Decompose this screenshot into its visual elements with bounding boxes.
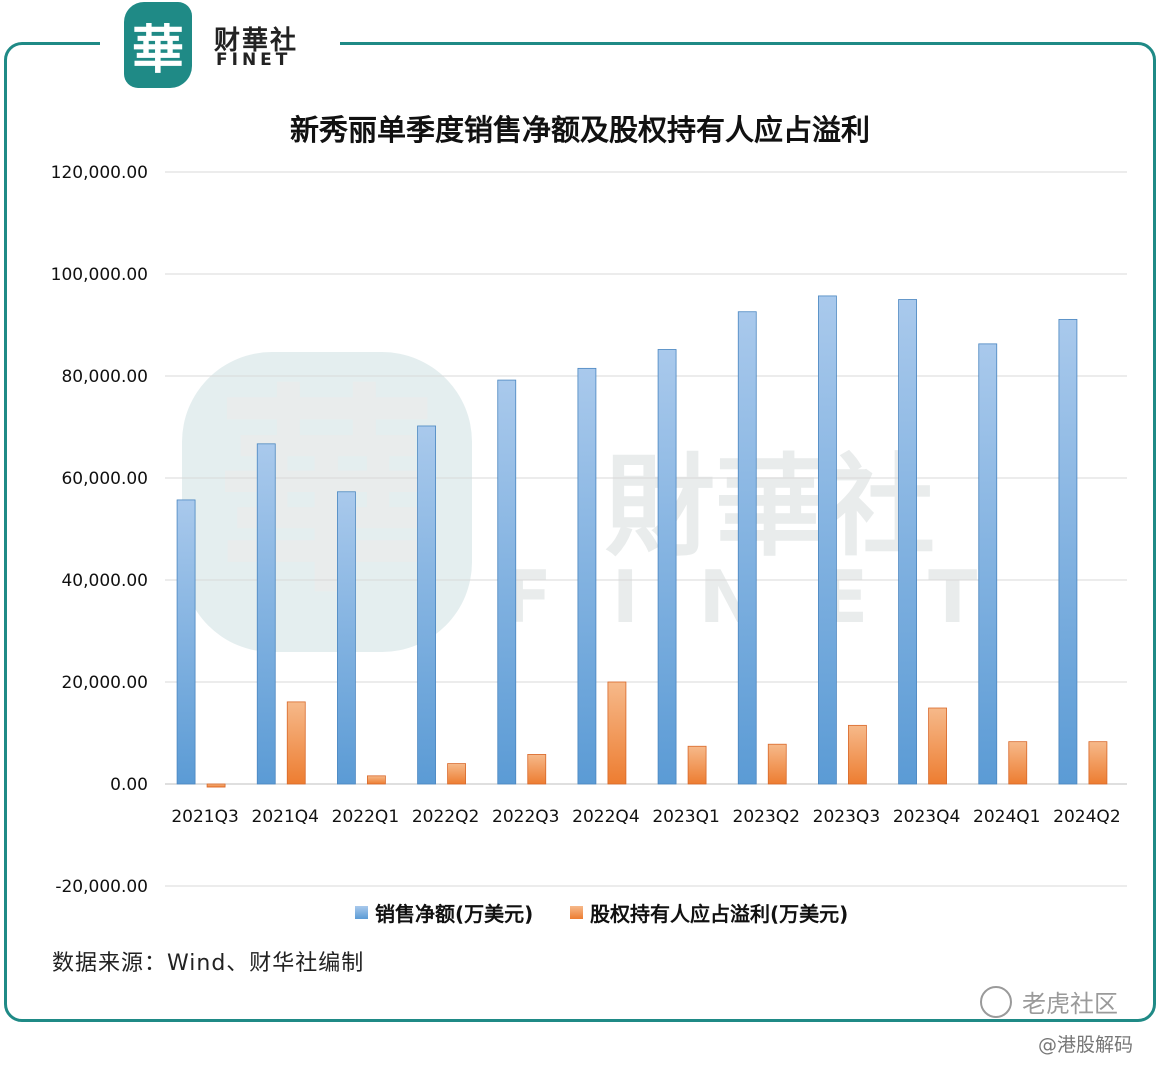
bar-net-sales <box>256 443 276 785</box>
legend: 销售净额(万美元) 股权持有人应占溢利(万美元) <box>355 902 848 926</box>
x-tick-label: 2023Q3 <box>813 807 880 827</box>
bar-profit <box>928 707 947 785</box>
watermark-logo-shape <box>182 352 472 652</box>
logo-chinese-name: 财華社 <box>214 26 299 56</box>
y-tick-label: 120,000.00 <box>51 163 148 183</box>
tiger-community-icon <box>980 985 1012 1018</box>
bar-profit <box>1008 741 1028 785</box>
bar-profit <box>527 754 547 785</box>
y-tick-label: 20,000.00 <box>61 673 148 693</box>
bar-net-sales <box>337 491 356 785</box>
logo-english-name: FINET <box>216 50 292 70</box>
bar-net-sales <box>818 295 837 785</box>
x-tick-label: 2023Q4 <box>893 807 960 827</box>
x-tick-label: 2023Q1 <box>652 807 719 827</box>
bar-net-sales <box>577 367 597 785</box>
bar-profit <box>1088 741 1108 785</box>
y-tick-label: 60,000.00 <box>61 469 148 489</box>
y-tick-label: -20,000.00 <box>55 877 148 897</box>
legend-swatch <box>355 906 368 919</box>
corner-handle: @港股解码 <box>1038 1034 1134 1056</box>
bar-net-sales <box>417 425 436 785</box>
bar-net-sales <box>176 499 196 785</box>
chart-frame <box>4 42 1156 1022</box>
finet-logo-icon: 華 <box>124 2 192 88</box>
watermark-chinese-name: 財華社 <box>605 443 935 571</box>
bar-profit <box>767 743 787 785</box>
corner-brand: 老虎社区 <box>980 984 1118 1019</box>
bar-net-sales <box>657 349 677 785</box>
x-tick-label: 2022Q3 <box>492 807 559 827</box>
x-tick-label: 2023Q2 <box>733 807 800 827</box>
y-tick-label: 80,000.00 <box>61 367 148 387</box>
bar-profit <box>848 724 867 785</box>
x-tick-label: 2022Q4 <box>572 807 639 827</box>
bar-profit <box>447 763 466 785</box>
legend-swatch <box>570 906 583 919</box>
bar-net-sales <box>737 311 757 785</box>
chart-title: 新秀丽单季度销售净额及股权持有人应占溢利 <box>290 113 870 147</box>
y-tick-label: 100,000.00 <box>51 265 148 285</box>
bar-net-sales <box>1058 318 1078 785</box>
bar-profit <box>607 681 627 785</box>
gridlines <box>165 171 1127 887</box>
bar-net-sales <box>898 299 917 785</box>
x-tick-label: 2021Q4 <box>252 807 319 827</box>
bars <box>176 295 1108 788</box>
x-tick-label: 2022Q1 <box>332 807 399 827</box>
watermark-logo-mark: 華 <box>217 366 437 622</box>
y-axis-labels: 120,000.00 100,000.00 80,000.00 60,000.00 40… <box>51 163 148 897</box>
x-axis-labels: 2021Q3 2021Q4 2022Q1 2022Q2 2022Q3 2022Q4 2023… <box>171 807 1120 827</box>
bar-profit <box>286 701 306 785</box>
bar-profit <box>206 783 226 788</box>
bar-net-sales <box>978 343 998 785</box>
corner-brand-text: 老虎社区 <box>1022 990 1118 1018</box>
bar-net-sales <box>497 379 517 785</box>
y-tick-label: 40,000.00 <box>61 571 148 591</box>
x-tick-label: 2024Q2 <box>1053 807 1120 827</box>
legend-label: 销售净额(万美元) <box>375 902 533 926</box>
y-tick-label: 0.00 <box>110 775 148 795</box>
bar-profit <box>367 775 386 785</box>
source-note: 数据来源：Wind、财华社编制 <box>52 951 365 976</box>
x-tick-label: 2021Q3 <box>171 807 238 827</box>
x-tick-label: 2024Q1 <box>973 807 1040 827</box>
bar-profit <box>687 745 707 785</box>
legend-label: 股权持有人应占溢利(万美元) <box>590 902 848 926</box>
x-tick-label: 2022Q2 <box>412 807 479 827</box>
